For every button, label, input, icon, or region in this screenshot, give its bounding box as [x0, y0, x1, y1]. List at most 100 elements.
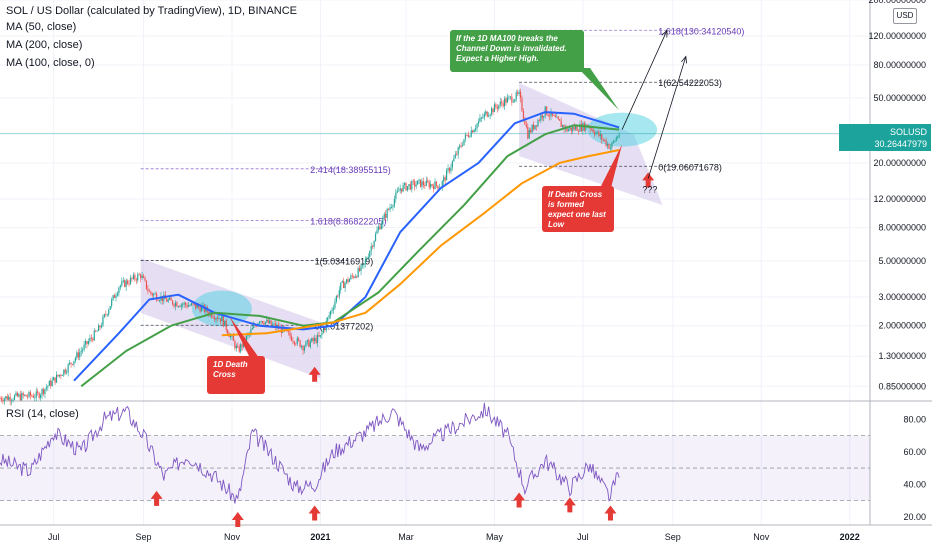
candle-body	[176, 302, 178, 307]
candle-body	[363, 263, 365, 265]
candle-body	[340, 282, 342, 291]
candle-body	[296, 338, 298, 344]
candle-body	[58, 374, 61, 377]
legend-ma100[interactable]: MA (100, close, 0)	[6, 57, 95, 69]
candle-body	[151, 293, 153, 296]
candle-body	[572, 126, 574, 131]
candle-body	[446, 170, 448, 181]
candle-body	[456, 154, 458, 156]
projection-line-lower-head	[681, 55, 687, 64]
candle-body	[202, 304, 204, 307]
candle-body	[364, 259, 366, 264]
candle-body	[347, 279, 349, 283]
candle-body	[67, 364, 69, 373]
candle-body	[383, 213, 385, 218]
candle-body	[557, 116, 559, 120]
candle-body	[495, 104, 497, 108]
candle-body	[256, 325, 258, 327]
candle-body	[531, 124, 533, 133]
candle-body	[343, 281, 345, 289]
candle-body	[116, 293, 119, 296]
candle-body	[221, 315, 223, 322]
candle-body	[131, 277, 133, 279]
candle-body	[502, 103, 504, 107]
candle-body	[406, 186, 409, 191]
candle-body	[84, 341, 87, 345]
candle-body	[76, 352, 78, 359]
candle-body	[324, 329, 326, 331]
candle-body	[261, 321, 264, 324]
candle-body	[54, 377, 56, 383]
candle-body	[28, 392, 30, 397]
candle-body	[51, 380, 53, 386]
legend-ma50[interactable]: MA (50, close)	[6, 21, 77, 33]
candle-body	[412, 181, 414, 182]
candle-body	[334, 301, 336, 308]
candle-body	[556, 116, 558, 118]
rsi-line	[0, 402, 620, 504]
candle-body	[537, 120, 539, 127]
candle-body	[214, 317, 216, 320]
legend-ma200[interactable]: MA (200, close)	[6, 39, 83, 51]
candle-body	[229, 335, 232, 338]
candle-body	[519, 91, 522, 99]
candle-body	[506, 97, 509, 103]
candle-body	[431, 184, 433, 186]
candle-body	[6, 396, 8, 400]
candle-body	[53, 377, 55, 381]
candle-body	[274, 323, 277, 328]
candle-body	[512, 101, 514, 103]
candle-body	[193, 303, 195, 305]
candle-body	[444, 177, 446, 181]
candle-body	[219, 318, 221, 322]
symbol-label: SOLUSD	[889, 127, 927, 137]
candle-body	[60, 374, 62, 376]
candle-body	[295, 343, 297, 345]
candle-body	[515, 92, 517, 100]
candle-body	[121, 281, 123, 286]
candle-body	[580, 124, 583, 131]
legend-rsi[interactable]: RSI (14, close)	[6, 408, 79, 420]
moving-averages	[73, 111, 620, 388]
candle-body	[169, 297, 171, 300]
candle-body	[569, 127, 571, 130]
candle-body	[15, 392, 17, 396]
candle-body	[562, 125, 564, 127]
candle-body	[269, 320, 271, 324]
candle-body	[2, 400, 4, 402]
red-arrow-projection	[642, 172, 655, 188]
candle-body	[437, 185, 439, 189]
candle-body	[316, 335, 319, 343]
candle-body	[182, 304, 184, 306]
channel-down-zones	[0, 82, 870, 379]
candle-body	[405, 183, 407, 191]
candle-body	[553, 115, 555, 116]
price-tick-label: 8.00000000	[878, 223, 926, 233]
candle-body	[90, 337, 92, 339]
candle-body	[69, 362, 71, 365]
candle-body	[525, 124, 527, 127]
candle-body	[345, 279, 348, 283]
callout-death-cross-low: If Death Cross is formed expect one last…	[542, 186, 614, 232]
candle-body	[13, 395, 16, 400]
candle-body	[389, 207, 391, 210]
candle-body	[602, 139, 604, 141]
candle-body	[231, 335, 233, 337]
candle-body	[367, 257, 369, 259]
candle-body	[290, 336, 293, 341]
candle-body	[113, 295, 116, 298]
currency-button[interactable]: USD	[893, 8, 917, 24]
candle-body	[559, 119, 561, 121]
candle-body	[488, 115, 490, 117]
ma200-line	[80, 124, 620, 388]
candle-body	[140, 274, 142, 279]
projection-line-upper	[621, 30, 668, 130]
candle-body	[392, 205, 394, 208]
candle-body	[157, 300, 159, 301]
candle-body	[225, 320, 227, 331]
candle-body	[479, 117, 481, 122]
candle-body	[287, 331, 290, 333]
candle-body	[241, 344, 243, 347]
candle-body	[380, 224, 382, 230]
